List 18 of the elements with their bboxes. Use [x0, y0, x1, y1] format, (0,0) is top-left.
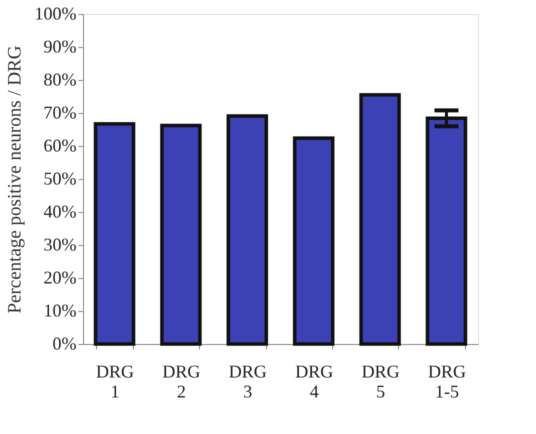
y-tick-label: 80% [44, 70, 76, 90]
x-tick-label: DRG 1 [96, 362, 134, 402]
y-tick-label: 50% [44, 168, 76, 188]
y-tick-label: 30% [44, 234, 76, 254]
y-axis-title: Percentage positive neurons / DRG [4, 45, 26, 314]
y-tick-label: 10% [44, 300, 76, 320]
y-tick-label: 60% [44, 136, 76, 156]
x-tick-label: DRG 5 [362, 362, 400, 402]
x-tick-label: DRG 2 [162, 362, 200, 402]
y-tick-label: 20% [44, 268, 76, 288]
x-tick-label: DRG 4 [295, 362, 334, 402]
y-tick-label: 70% [44, 102, 76, 122]
y-tick-label: 100% [34, 4, 76, 24]
y-tick-label: 40% [44, 202, 76, 222]
y-tick-label: 0% [52, 334, 76, 354]
y-tick-label: 90% [44, 36, 76, 56]
x-tick-label: DRG 1-5 [428, 362, 466, 402]
x-tick-label: DRG 3 [228, 362, 267, 402]
